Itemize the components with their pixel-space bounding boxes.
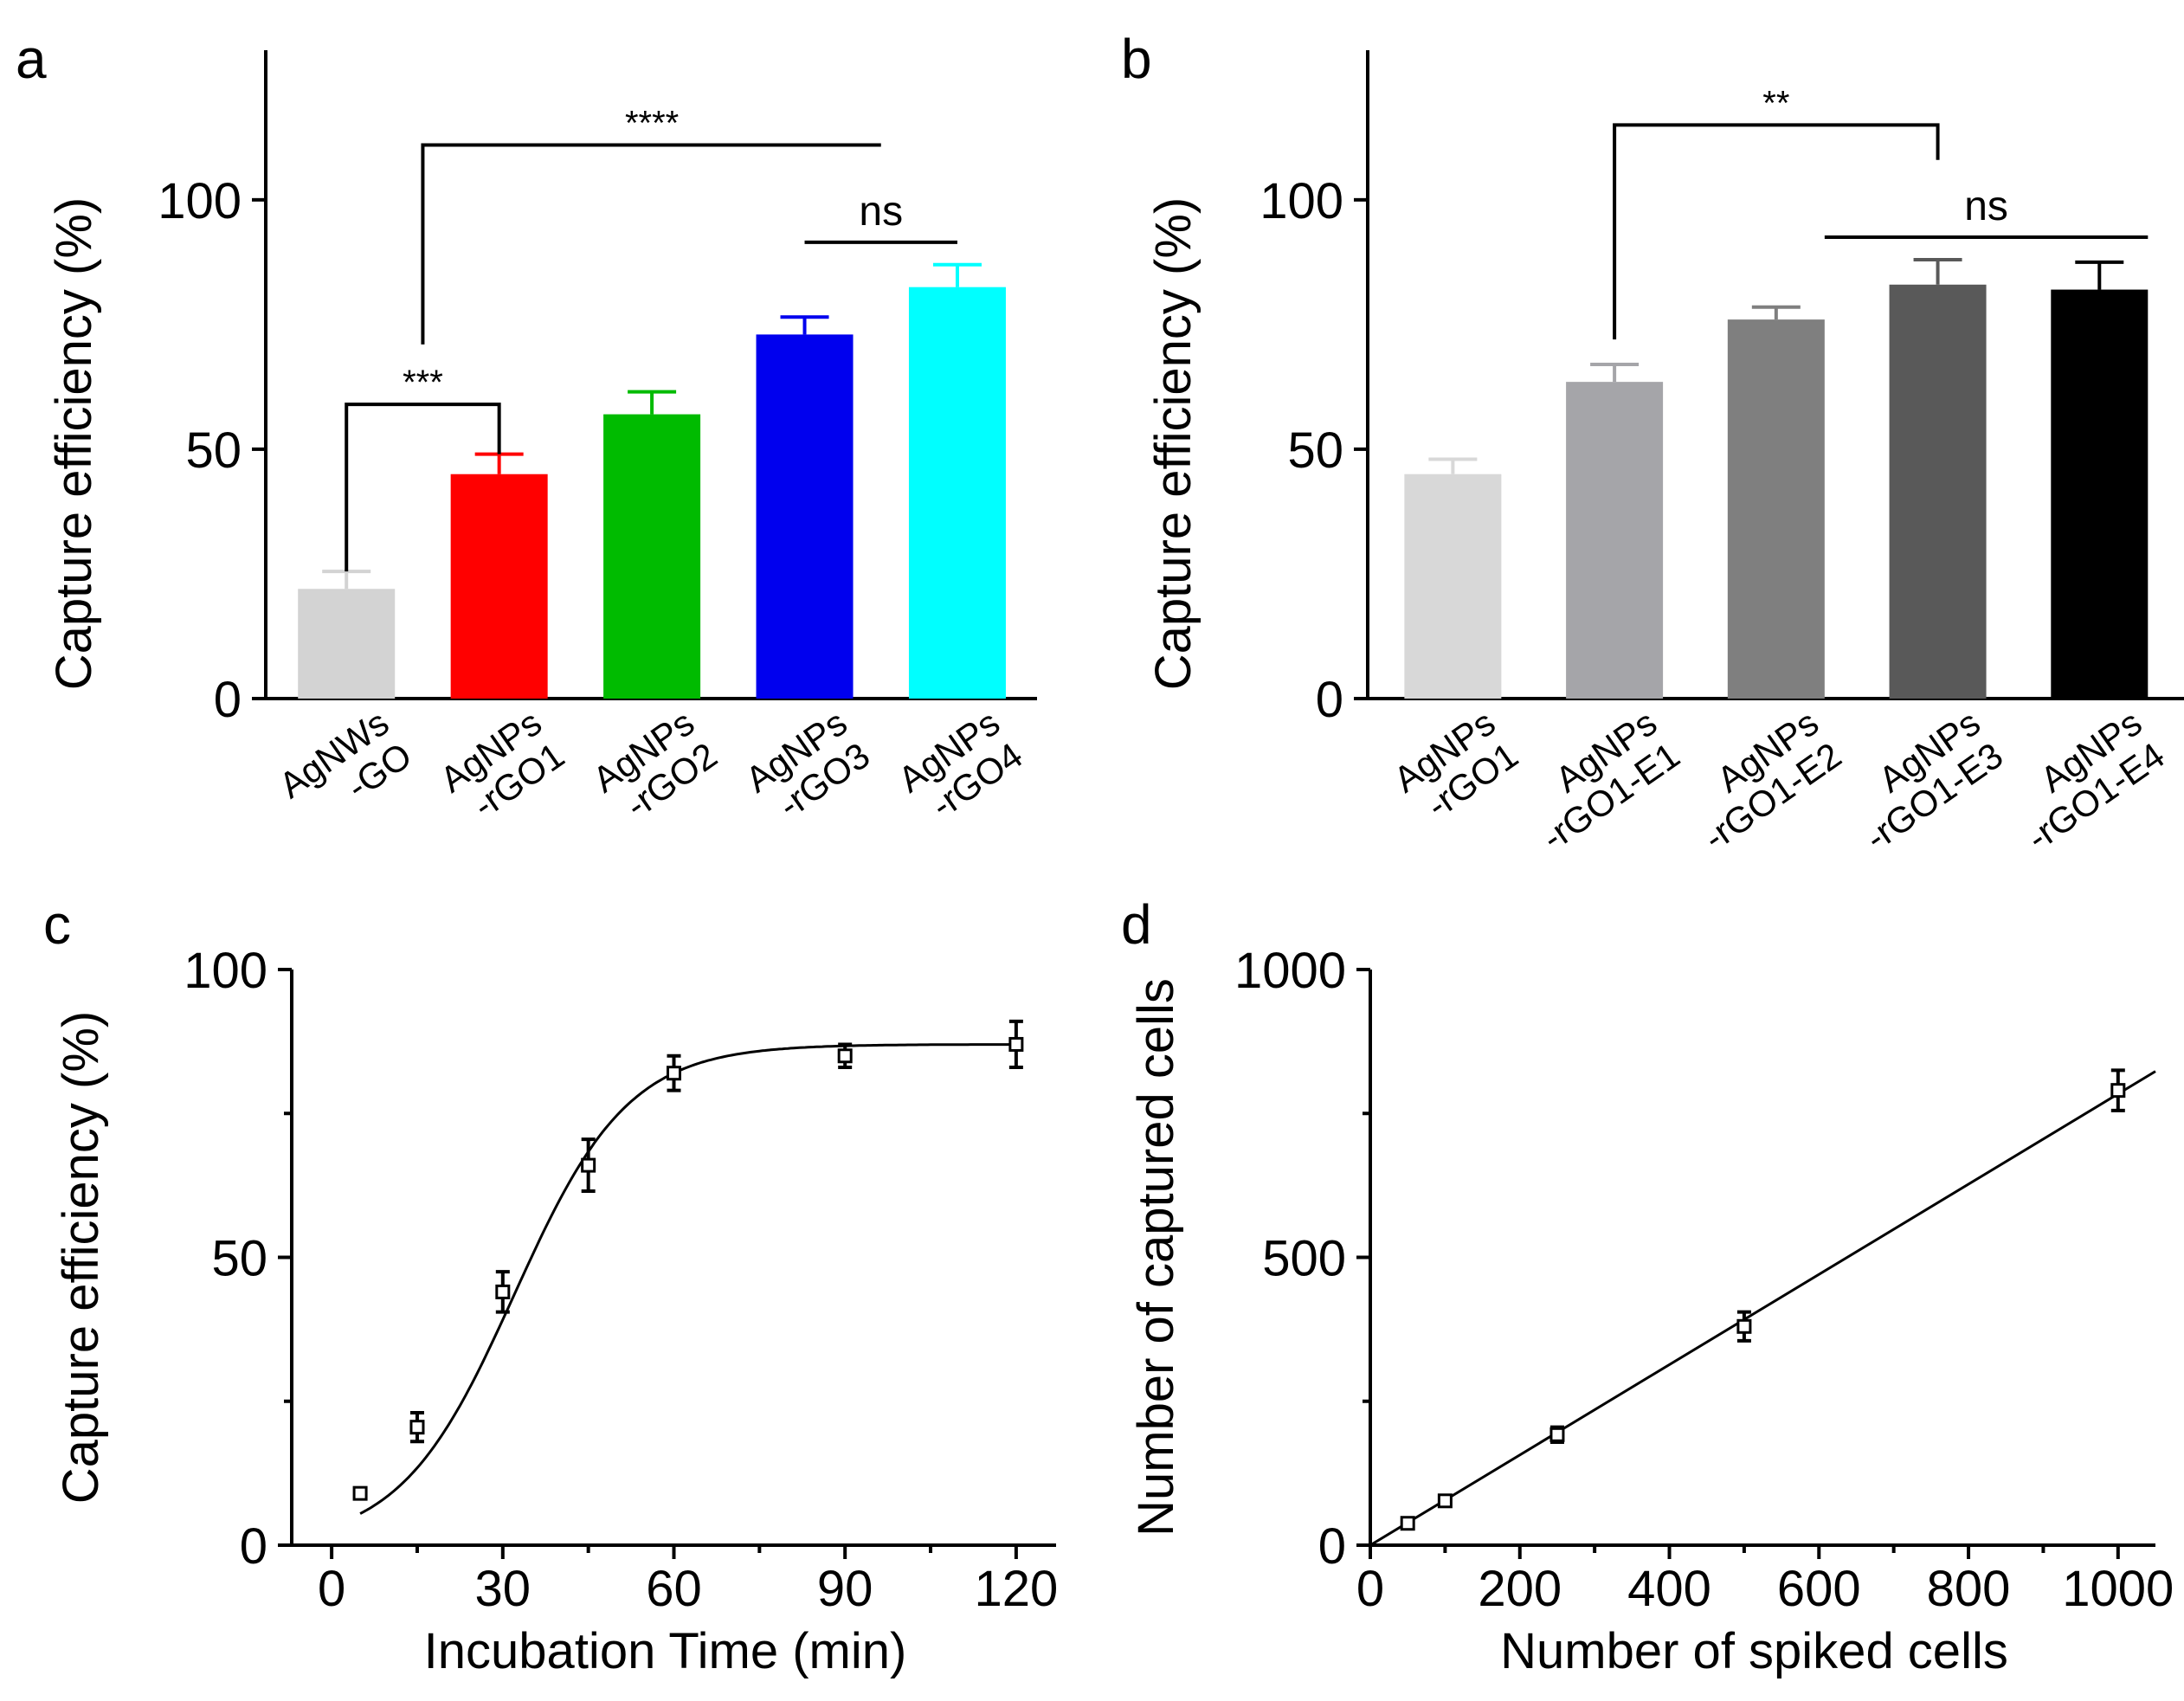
x-tick-label: AgNPs-rGO1-E4 (1996, 702, 2171, 859)
significance-label: ns (1964, 184, 2008, 229)
fit-curve (359, 1043, 1016, 1515)
x-tick-label: AgNWs-GO (272, 702, 419, 839)
data-point (2110, 1083, 2126, 1099)
x-tick-label: 120 (974, 1561, 1058, 1617)
y-tick-label: 50 (185, 422, 242, 479)
data-point (837, 1048, 853, 1064)
panel-label: c (43, 893, 71, 956)
y-tick-label: 0 (1316, 672, 1343, 728)
fit-curve (1369, 1070, 2156, 1547)
y-axis-label: Capture efficiency (%) (46, 197, 102, 691)
data-point (667, 1066, 681, 1081)
x-tick-label: 60 (646, 1561, 702, 1617)
panel-c: c Capture efficiency (%) 0 50 100 0 30 60 90 120 I… (43, 893, 1058, 1679)
x-tick-label: AgNPs-rGO4 (891, 702, 1029, 833)
x-tick-label: 1000 (2062, 1561, 2174, 1617)
data-point (1400, 1516, 1415, 1531)
x-tick-label: 800 (1927, 1561, 2011, 1617)
y-axis-label: Capture efficiency (%) (53, 1011, 109, 1504)
significance-bracket (1613, 123, 1940, 340)
x-tick-label: AgNPs-rGO1 (433, 702, 571, 833)
data-point (1736, 1318, 1752, 1334)
x-tick-label: AgNPs-rGO1 (1386, 702, 1524, 833)
bar (1889, 284, 1987, 699)
x-tick-label: AgNPs-rGO1-E2 (1673, 702, 1848, 859)
data-point (1549, 1427, 1565, 1442)
y-tick-label: 100 (184, 943, 267, 999)
y-axis-label: Capture efficiency (%) (1145, 197, 1202, 691)
data-point (1437, 1493, 1453, 1509)
bar (1566, 382, 1664, 699)
y-tick-label: 50 (211, 1231, 267, 1287)
panel-label: d (1121, 893, 1152, 956)
x-tick-label: AgNPs-rGO2 (585, 702, 724, 833)
significance-label: ** (1762, 84, 1789, 122)
x-tick-label: AgNPs-rGO3 (738, 702, 877, 833)
panel-label: a (16, 28, 47, 90)
data-point (352, 1485, 368, 1501)
y-tick-label: 1000 (1234, 943, 1346, 999)
y-tick-label: 100 (158, 173, 242, 229)
y-tick-label: 0 (1318, 1518, 1346, 1575)
y-tick-label: 50 (1287, 422, 1343, 479)
x-tick-label: 0 (318, 1561, 345, 1617)
x-tick-label: 0 (1356, 1561, 1384, 1617)
x-axis-label: Incubation Time (min) (424, 1623, 907, 1679)
x-tick-label: 400 (1627, 1561, 1711, 1617)
bar (2051, 289, 2149, 699)
x-tick-label: AgNPs-rGO1-E3 (1835, 702, 2010, 859)
y-tick-label: 500 (1262, 1231, 1346, 1287)
y-tick-label: 0 (214, 672, 242, 728)
panel-label: b (1121, 28, 1152, 90)
bar (298, 589, 396, 699)
significance-label: ns (859, 189, 903, 235)
x-tick-label: AgNPs-rGO1-E1 (1511, 702, 1686, 859)
data-point (1008, 1036, 1024, 1052)
significance-bracket (421, 143, 881, 345)
bar (450, 474, 548, 699)
significance-label: *** (403, 364, 443, 402)
bar (908, 287, 1006, 699)
x-axis-label: Number of spiked cells (1500, 1623, 2008, 1679)
bar (756, 334, 854, 699)
x-tick-label: 90 (817, 1561, 873, 1617)
panel-d: d Number of captured cells 0 500 1000 0 200 400… (1121, 893, 2174, 1679)
data-point (581, 1157, 596, 1173)
x-tick-label: 200 (1478, 1561, 1562, 1617)
data-point (495, 1284, 511, 1299)
data-point (409, 1420, 425, 1435)
y-tick-label: 100 (1260, 173, 1343, 229)
bar (1727, 319, 1825, 699)
x-tick-label: 600 (1777, 1561, 1861, 1617)
bar (603, 414, 701, 699)
bar (1404, 474, 1502, 699)
y-tick-label: 0 (240, 1518, 267, 1575)
y-axis-label: Number of captured cells (1128, 978, 1184, 1537)
x-tick-label: 30 (475, 1561, 532, 1617)
significance-bracket (345, 403, 501, 572)
significance-label: **** (625, 104, 679, 142)
